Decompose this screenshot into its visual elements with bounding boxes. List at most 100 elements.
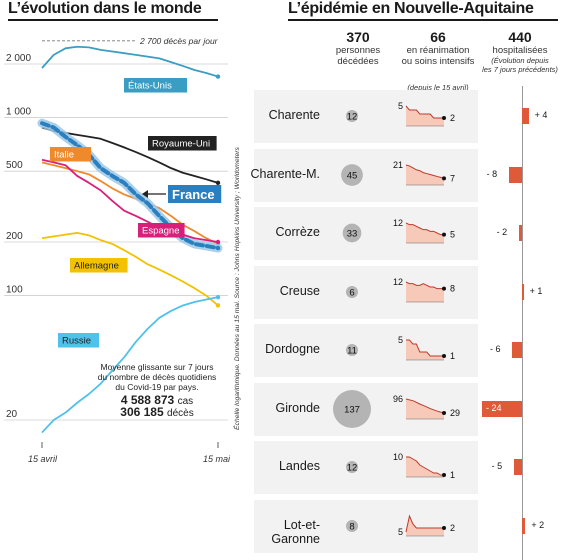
cases-line: 4 588 873 cas bbox=[82, 393, 232, 407]
y-tick-label: 20 bbox=[6, 409, 18, 420]
series-label-box bbox=[148, 136, 217, 151]
series-line-espagne bbox=[41, 158, 219, 243]
icu-spark-line bbox=[405, 398, 445, 413]
note-line-3: du Covid-19 par pays. bbox=[115, 382, 199, 392]
chart-note: Moyenne glissante sur 7 jours du nombre … bbox=[82, 362, 232, 419]
hosp-note-2: les 7 jours précédents) bbox=[482, 65, 558, 74]
icu-spark-end bbox=[442, 286, 446, 291]
row-graphics: 11 5 1 bbox=[346, 335, 455, 361]
icu-end-value: 1 bbox=[450, 351, 455, 361]
world-chart: 2 000 1 000 500 200 100 20 2 700 décès par jou… bbox=[4, 36, 231, 464]
hosp-change-bar bbox=[508, 166, 522, 183]
department-name: Gironde bbox=[275, 400, 320, 415]
icu-spark-end bbox=[442, 525, 446, 530]
series-end-point bbox=[215, 180, 221, 186]
hosp-change-bar bbox=[482, 400, 522, 417]
hosp-label-1: hospitalisées bbox=[492, 45, 548, 56]
icu-start-value: 10 bbox=[393, 452, 403, 462]
y-tick-label: 1 000 bbox=[6, 107, 31, 118]
left-title-rule bbox=[8, 19, 218, 21]
series-line-allemagne bbox=[41, 231, 219, 307]
icu-end-value: 29 bbox=[450, 407, 460, 417]
deaths-label: personnes décédées bbox=[318, 45, 398, 67]
department-name: Charente-M. bbox=[250, 166, 320, 181]
row-background bbox=[254, 148, 478, 202]
deaths-bubble bbox=[346, 344, 358, 356]
row-graphics: 12 10 1 bbox=[346, 452, 455, 480]
x-tick-label-end: 15 mai bbox=[203, 454, 231, 464]
row-background bbox=[254, 324, 478, 377]
hosp-change-bar bbox=[512, 342, 522, 358]
chart-source: Échelle logarithmique. Données au 15 mai… bbox=[234, 147, 241, 430]
icu-start-value: 5 bbox=[398, 101, 403, 111]
icu-label-1: en réanimation bbox=[406, 45, 470, 56]
hosp-axis bbox=[522, 86, 523, 560]
deaths-total: 370 bbox=[346, 29, 370, 45]
hosp-change-bar bbox=[513, 459, 522, 475]
hosp-change-label: + 4 bbox=[534, 110, 548, 120]
deaths-label-1: personnes bbox=[335, 45, 381, 56]
y-tick-label: 100 bbox=[6, 285, 23, 296]
icu-start-value: 12 bbox=[393, 218, 403, 228]
deaths-value: 306 185 bbox=[120, 405, 164, 419]
france-arrow-head bbox=[142, 190, 148, 198]
deaths-value: 12 bbox=[347, 112, 358, 123]
deaths-value: 11 bbox=[347, 346, 357, 357]
series-label-box bbox=[168, 185, 222, 203]
icu-start-value: 21 bbox=[393, 160, 403, 170]
series-label-box bbox=[124, 78, 188, 93]
note-line-1: Moyenne glissante sur 7 jours bbox=[100, 362, 214, 372]
hosp-change-label: - 2 bbox=[496, 227, 508, 237]
deaths-value: 6 bbox=[349, 287, 354, 298]
icu-spark-line bbox=[405, 164, 445, 179]
row-graphics: 45 21 7 bbox=[341, 160, 455, 186]
x-tick-label-start: 15 avril bbox=[28, 454, 58, 464]
icu-spark-end bbox=[442, 354, 446, 358]
hosp-change-label: - 8 bbox=[486, 168, 498, 179]
reference-line-label: 2 700 décès par jour bbox=[139, 36, 219, 46]
series-end-point bbox=[215, 303, 221, 308]
row-background bbox=[254, 207, 478, 260]
hosp-label: hospitalisées (Évolution depuis les 7 jo… bbox=[478, 45, 562, 74]
series-label: Royaume-Uni bbox=[152, 139, 210, 150]
deaths-bubble bbox=[342, 223, 362, 243]
icu-spark-end bbox=[442, 232, 446, 237]
series-end-point bbox=[215, 239, 221, 245]
icu-spark-line bbox=[406, 339, 444, 357]
icu-end-value: 2 bbox=[450, 523, 455, 533]
icu-spark-end bbox=[442, 116, 446, 120]
y-tick-label: 500 bbox=[6, 160, 23, 171]
row-graphics: 12 5 2 bbox=[346, 101, 455, 127]
icu-spark-area bbox=[406, 223, 444, 243]
icu-start-value: 12 bbox=[393, 277, 403, 287]
icu-label: en réanimation ou soins intensifs bbox=[388, 45, 488, 67]
icu-end-value: 5 bbox=[450, 230, 455, 240]
deaths-bubble bbox=[346, 285, 358, 298]
hosp-change-bar bbox=[522, 517, 526, 534]
series-label: Russie bbox=[62, 336, 91, 347]
department-name: Landes bbox=[278, 459, 320, 473]
icu-spark-area bbox=[406, 164, 444, 185]
series-label-box bbox=[70, 258, 128, 273]
icu-label-2: ou soins intensifs bbox=[401, 56, 475, 67]
icu-spark-end bbox=[442, 175, 446, 180]
icu-spark-area bbox=[406, 106, 444, 126]
series-label: France bbox=[172, 187, 215, 202]
series-label: Italie bbox=[54, 150, 74, 161]
hosp-total: 440 bbox=[508, 29, 532, 45]
y-tick-label: 2 000 bbox=[6, 53, 31, 64]
right-title: L’épidémie en Nouvelle-Aquitaine bbox=[288, 0, 534, 17]
cases-value: 4 588 873 bbox=[120, 393, 175, 407]
hosp-change-label: - 6 bbox=[490, 344, 501, 354]
right-title-rule bbox=[288, 19, 558, 21]
deaths-bubble bbox=[333, 389, 371, 428]
deaths-value: 137 bbox=[344, 404, 360, 415]
deaths-line: 306 185 décès bbox=[82, 405, 232, 419]
series-line-russie bbox=[41, 296, 219, 434]
row-graphics: 33 12 5 bbox=[342, 218, 455, 244]
icu-end-value: 1 bbox=[450, 470, 455, 480]
hosp-change-bar bbox=[522, 108, 529, 124]
series-line-royaume-uni bbox=[41, 126, 219, 184]
series-line-etats-unis bbox=[41, 45, 219, 78]
icu-spark-end bbox=[442, 473, 446, 477]
